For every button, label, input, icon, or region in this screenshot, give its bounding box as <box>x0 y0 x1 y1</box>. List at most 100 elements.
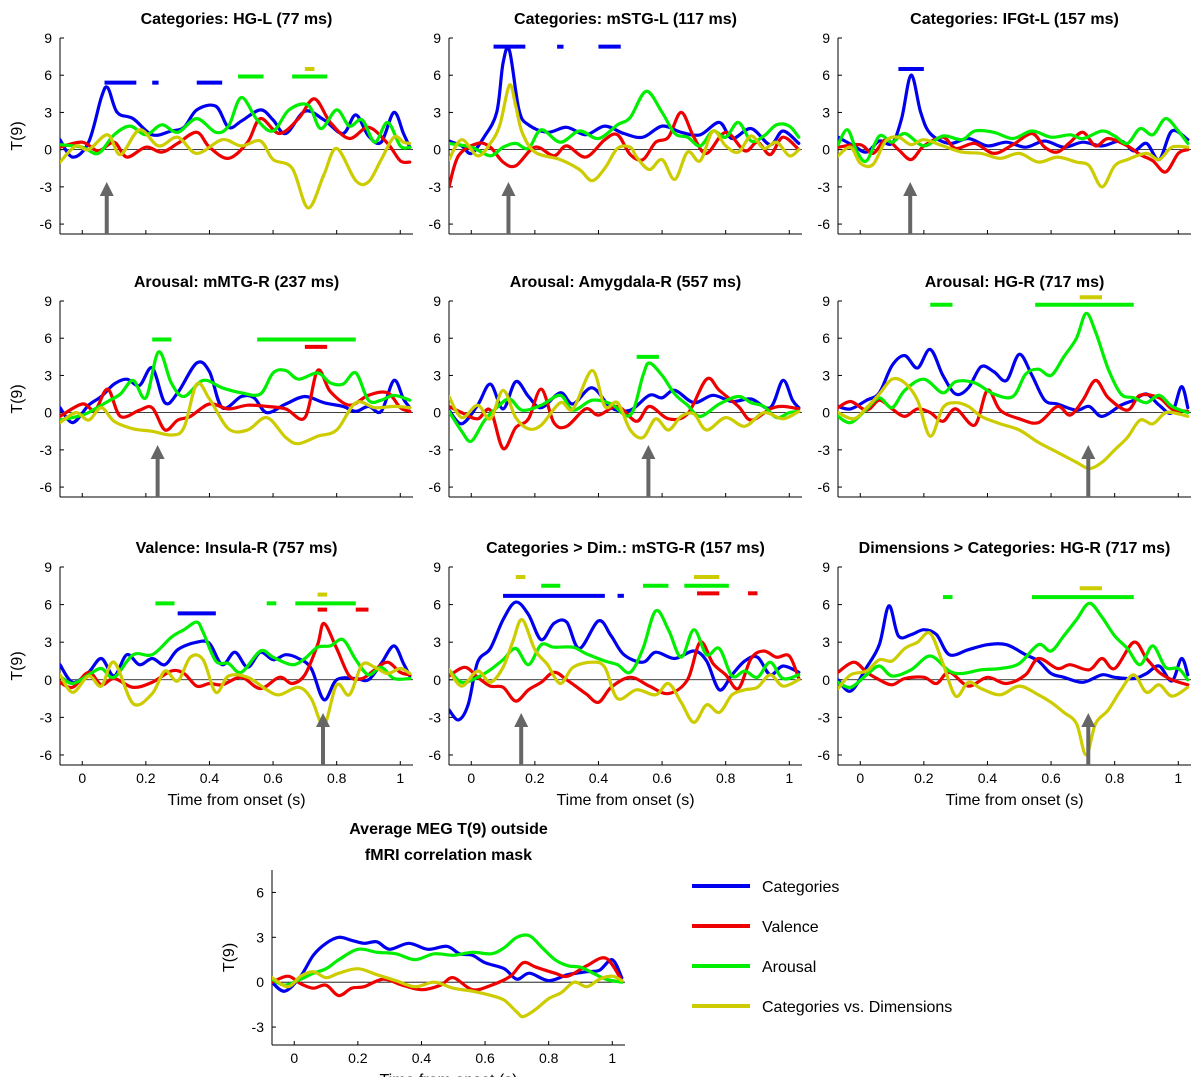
peak-arrow <box>316 713 331 765</box>
y-tick-label: -6 <box>429 216 442 232</box>
series-line-arousal <box>60 620 412 686</box>
series-line-valence <box>60 97 412 165</box>
y-tick-label: 0 <box>44 672 52 688</box>
y-tick-label: 6 <box>822 67 830 83</box>
series-line-categories-vs-dimensions <box>449 618 801 724</box>
x-tick-label: 0 <box>78 770 86 786</box>
x-tick-label: 0.2 <box>348 1050 368 1066</box>
series-line-categories-vs-dimensions <box>60 381 412 446</box>
y-tick-label: 9 <box>433 30 441 46</box>
y-tick-label: 0 <box>822 142 830 158</box>
peak-arrow-head <box>903 182 918 196</box>
peak-arrow <box>514 713 529 765</box>
y-tick-label: 3 <box>433 634 441 650</box>
panel-p4: Arousal: mMTG-R (237 ms) -6 -3 0 3 6 9 T(9) <box>9 274 413 498</box>
y-tick-label: 6 <box>433 330 441 346</box>
panel-p3: Categories: IFGt-L (157 ms) -6 -3 0 3 6 9 <box>818 11 1191 235</box>
x-tick-label: 1 <box>1174 770 1182 786</box>
x-tick-label: 1 <box>396 770 404 786</box>
legend-label: Categories <box>762 879 839 896</box>
y-tick-label: 3 <box>822 634 830 650</box>
series-line-valence <box>60 621 412 691</box>
x-axis-label: Time from onset (s) <box>945 792 1083 809</box>
y-tick-label: -3 <box>818 709 831 725</box>
series-line-categories <box>838 604 1190 693</box>
panel-p1: Categories: HG-L (77 ms) -6 -3 0 3 6 9 T(9) <box>9 11 413 235</box>
peak-arrow-head <box>501 182 516 196</box>
y-tick-label: 6 <box>44 330 52 346</box>
peak-arrow-head <box>1081 713 1096 727</box>
series-line-categories <box>60 85 412 159</box>
y-tick-label: -6 <box>40 216 53 232</box>
peak-arrow-head <box>1081 445 1096 459</box>
y-tick-label: 0 <box>822 672 830 688</box>
x-axis-label: Time from onset (s) <box>379 1072 517 1077</box>
peak-arrow <box>99 182 114 234</box>
legend-label: Arousal <box>762 959 816 976</box>
series-line-valence <box>449 640 801 704</box>
y-tick-label: 6 <box>44 67 52 83</box>
y-tick-label: 0 <box>822 405 830 421</box>
series-line-categories <box>60 639 412 702</box>
series-line-arousal <box>449 89 801 158</box>
x-tick-label: 0.8 <box>1105 770 1125 786</box>
series-line-categories <box>449 600 801 722</box>
x-tick-label: 0.4 <box>412 1050 432 1066</box>
y-tick-label: 6 <box>822 330 830 346</box>
series-line-arousal <box>838 601 1190 690</box>
y-tick-label: 0 <box>44 142 52 158</box>
panel-p10: Average MEG T(9) outside fMRI correlation… <box>221 821 625 1077</box>
peak-arrow <box>501 182 516 234</box>
x-tick-label: 0.8 <box>327 770 347 786</box>
series-line-arousal <box>60 350 412 422</box>
series-line-categories-vs-dimensions <box>838 631 1190 757</box>
y-tick-label: -6 <box>429 479 442 495</box>
x-tick-label: 0.6 <box>263 770 283 786</box>
y-axis-label: T(9) <box>9 121 26 150</box>
series-line-categories <box>449 45 801 156</box>
series-line-categories-vs-dimensions <box>272 967 624 1019</box>
panel-title-line2: fMRI correlation mask <box>365 847 532 864</box>
y-tick-label: -3 <box>429 442 442 458</box>
series-line-categories <box>272 935 624 993</box>
peak-arrow <box>903 182 918 234</box>
peak-arrow-head <box>150 445 165 459</box>
y-tick-label: -6 <box>818 747 831 763</box>
y-tick-label: 0 <box>433 672 441 688</box>
x-tick-label: 0.4 <box>200 770 220 786</box>
x-tick-label: 0.2 <box>914 770 934 786</box>
series-line-arousal <box>838 311 1190 425</box>
y-tick-label: -6 <box>429 747 442 763</box>
panel-title: Average MEG T(9) outside <box>349 821 548 838</box>
y-tick-label: 9 <box>822 293 830 309</box>
peak-arrow-head <box>99 182 114 196</box>
series-line-categories-vs-dimensions <box>449 368 801 440</box>
y-axis-label: T(9) <box>221 943 238 972</box>
legend: Categories Valence Arousal Categories vs. D… <box>692 879 952 1016</box>
y-tick-label: 0 <box>256 974 264 990</box>
y-tick-label: 3 <box>256 929 264 945</box>
x-tick-label: 0.4 <box>589 770 609 786</box>
y-tick-label: 9 <box>822 559 830 575</box>
x-tick-label: 0 <box>290 1050 298 1066</box>
panel-title: Categories > Dim.: mSTG-R (157 ms) <box>486 540 765 557</box>
series-line-arousal <box>838 117 1190 164</box>
y-tick-label: 0 <box>44 405 52 421</box>
y-tick-label: 0 <box>433 142 441 158</box>
series-line-categories-vs-dimensions <box>60 128 412 210</box>
y-tick-label: -3 <box>252 1019 265 1035</box>
panel-p5: Arousal: Amygdala-R (557 ms) -6 -3 0 3 6 9 <box>429 274 802 498</box>
peak-arrow-head <box>514 713 529 727</box>
panel-title: Categories: HG-L (77 ms) <box>141 11 333 28</box>
x-tick-label: 0 <box>467 770 475 786</box>
y-tick-label: 6 <box>256 884 264 900</box>
y-tick-label: 3 <box>822 367 830 383</box>
y-axis-label: T(9) <box>9 384 26 413</box>
y-tick-label: -3 <box>429 709 442 725</box>
y-tick-label: 3 <box>44 367 52 383</box>
series-line-categories-vs-dimensions <box>449 83 801 183</box>
series-line-arousal <box>449 361 801 444</box>
panel-p8: Categories > Dim.: mSTG-R (157 ms) -6 -3 0 3… <box>429 540 802 809</box>
peak-arrow <box>1081 445 1096 497</box>
